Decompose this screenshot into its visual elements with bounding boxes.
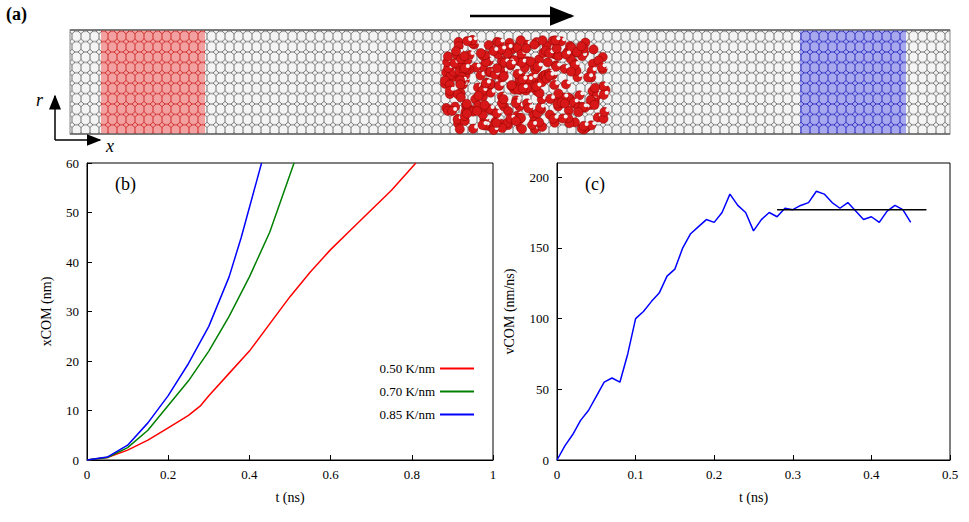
svg-text:20: 20: [66, 354, 79, 369]
svg-text:0.70 K/nm: 0.70 K/nm: [379, 384, 435, 399]
svg-text:r: r: [36, 90, 44, 110]
svg-text:(c): (c): [585, 174, 605, 195]
svg-text:0.4: 0.4: [241, 467, 258, 482]
svg-text:t (ns): t (ns): [739, 490, 769, 506]
svg-text:t (ns): t (ns): [275, 490, 305, 506]
svg-text:100: 100: [530, 311, 550, 326]
svg-text:50: 50: [536, 382, 549, 397]
svg-text:150: 150: [530, 240, 550, 255]
svg-text:0.8: 0.8: [404, 467, 420, 482]
svg-text:0: 0: [543, 453, 550, 468]
svg-text:30: 30: [66, 304, 79, 319]
svg-text:0.2: 0.2: [706, 467, 722, 482]
svg-text:50: 50: [66, 205, 79, 220]
svg-text:(a): (a): [6, 4, 27, 25]
svg-text:0.4: 0.4: [863, 467, 880, 482]
svg-text:60: 60: [66, 156, 79, 171]
svg-text:x: x: [105, 136, 114, 156]
svg-text:0.85 K/nm: 0.85 K/nm: [379, 407, 435, 422]
svg-text:0: 0: [84, 467, 91, 482]
svg-text:0.5: 0.5: [942, 467, 958, 482]
svg-text:xCOM (nm): xCOM (nm): [39, 276, 55, 346]
svg-text:200: 200: [530, 170, 550, 185]
svg-text:40: 40: [66, 255, 79, 270]
svg-text:(b): (b): [115, 174, 136, 195]
svg-text:0.1: 0.1: [627, 467, 643, 482]
svg-text:vCOM (nm/ns): vCOM (nm/ns): [502, 268, 518, 354]
svg-text:1: 1: [490, 467, 497, 482]
svg-text:0.3: 0.3: [785, 467, 801, 482]
svg-text:10: 10: [66, 403, 79, 418]
svg-text:0: 0: [73, 453, 80, 468]
svg-text:0.50 K/nm: 0.50 K/nm: [379, 361, 435, 376]
svg-text:0: 0: [554, 467, 561, 482]
svg-text:0.2: 0.2: [160, 467, 176, 482]
svg-text:0.6: 0.6: [322, 467, 339, 482]
